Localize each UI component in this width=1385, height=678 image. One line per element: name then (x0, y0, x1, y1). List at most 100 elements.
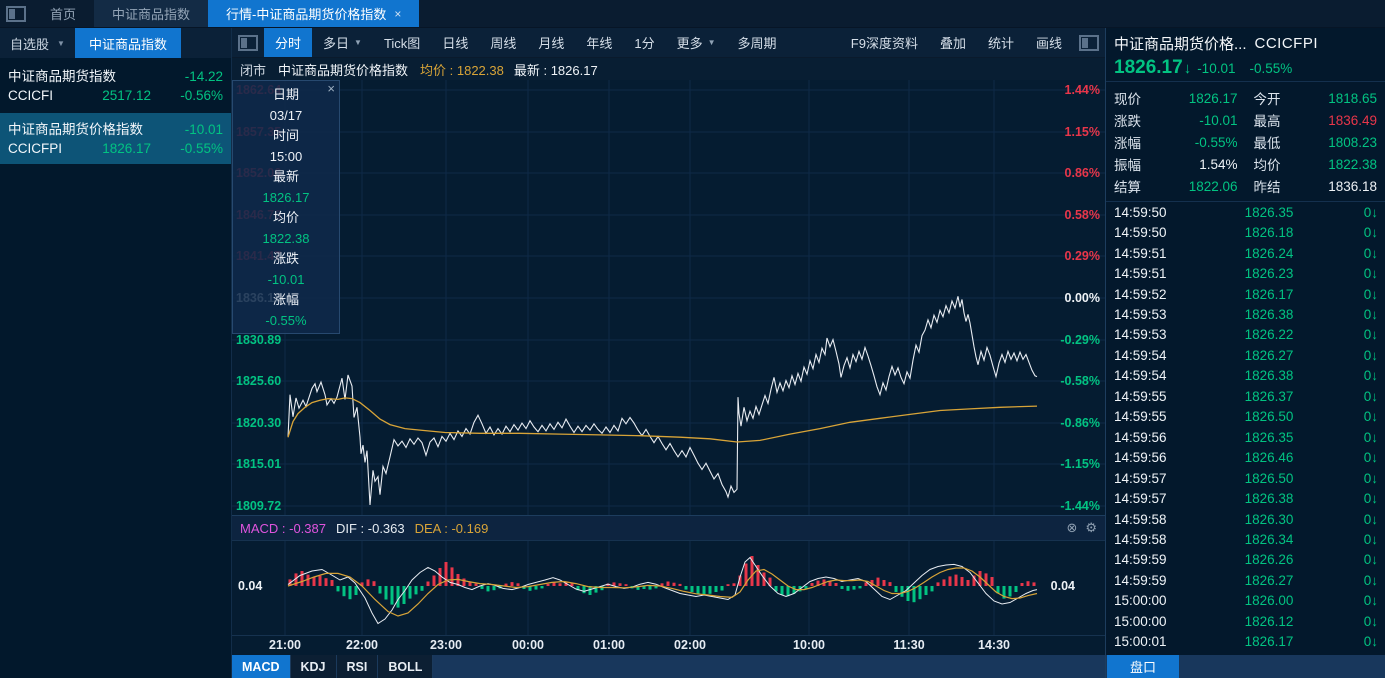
stat-value: 1822.06 (1188, 178, 1238, 194)
period-tab-多周期[interactable]: 多周期 (727, 28, 788, 57)
dea-value-label: DEA : -0.169 (414, 520, 489, 536)
tick-row[interactable]: 14:59:53 1826.22 0↓ (1106, 325, 1385, 345)
tick-price: 1826.35 (1244, 429, 1294, 445)
tooltip-field-label: 日期 (272, 87, 299, 102)
tooltip-close-icon[interactable]: × (327, 81, 335, 96)
tooltip-field-label: 涨幅 (272, 292, 299, 307)
stats-row: 结算 1822.06 昨结 1836.18 (1114, 175, 1377, 197)
tick-row[interactable]: 14:59:58 1826.30 0↓ (1106, 509, 1385, 529)
tick-trade-list[interactable]: 14:59:50 1826.35 0↓ 14:59:50 1826.18 0↓ 14:59:… (1106, 202, 1385, 652)
tick-row[interactable]: 14:59:54 1826.27 0↓ (1106, 345, 1385, 365)
intraday-chart[interactable]: 1862.641857.351852.061846.761841.471836.… (232, 80, 1105, 515)
tick-row[interactable]: 15:00:01 1826.17 0↓ (1106, 632, 1385, 652)
tick-volume-value: 0 (1363, 266, 1372, 282)
toolbar-action-叠加[interactable]: 叠加 (939, 36, 966, 51)
tick-row[interactable]: 14:59:50 1826.35 0↓ (1106, 202, 1385, 222)
stat-label: 最高 (1253, 114, 1281, 129)
tab-close-icon[interactable]: × (394, 6, 402, 21)
watchlist-item[interactable]: 中证商品期货价格指数 -10.01 CCICFPI 1826.17 -0.55% (0, 113, 231, 164)
time-axis-label: 02:00 (674, 638, 706, 652)
period-tab-label: 多周期 (737, 36, 777, 51)
tick-row[interactable]: 14:59:59 1826.26 0↓ (1106, 550, 1385, 570)
watchlist-group-dropdown[interactable]: 自选股 ▼ (0, 28, 75, 58)
tick-row[interactable]: 14:59:59 1826.27 0↓ (1106, 570, 1385, 590)
tick-volume-value: 0 (1363, 429, 1372, 445)
period-tab-周线[interactable]: 周线 (479, 28, 527, 57)
tick-volume: 0↓ (1344, 614, 1378, 629)
tooltip-fields: 日期 03/17 时间 15:00 最新 1826.17 均价 1822.38 涨跌 -10.01… (233, 85, 339, 331)
watchlist-item[interactable]: 中证商品期货指数 -14.22 CCICFI 2517.12 -0.56% (0, 60, 231, 111)
panel-toggle-icon[interactable] (238, 34, 258, 51)
tick-time: 14:59:54 (1114, 368, 1167, 384)
tick-row[interactable]: 14:59:58 1826.34 0↓ (1106, 529, 1385, 549)
macd-indicator-pane[interactable]: 0.04 0.04 (232, 541, 1105, 635)
period-tab-1分[interactable]: 1分 (623, 28, 665, 57)
tick-time: 14:59:52 (1114, 286, 1167, 302)
svg-text:1830.89: 1830.89 (236, 333, 281, 347)
tick-row[interactable]: 14:59:57 1826.38 0↓ (1106, 488, 1385, 508)
indicator-tab-KDJ[interactable]: KDJ (290, 655, 337, 678)
order-book-tab[interactable]: 盘口 (1107, 655, 1179, 678)
tick-row[interactable]: 14:59:53 1826.38 0↓ (1106, 304, 1385, 324)
tick-row[interactable]: 14:59:51 1826.23 0↓ (1106, 263, 1385, 283)
window-tab-2[interactable]: 中证商品指数 (94, 0, 209, 27)
tick-volume: 0↓ (1344, 348, 1378, 363)
macd-header-bar: MACD : -0.387 DIF : -0.363 DEA : -0.169 … (232, 515, 1105, 541)
tick-down-arrow-icon: ↓ (1371, 266, 1378, 282)
toolbar-action-画线[interactable]: 画线 (1035, 36, 1062, 51)
close-indicator-icon[interactable]: ⊗ (1066, 520, 1078, 535)
panel-toggle-right-icon[interactable] (1079, 34, 1099, 51)
tick-row[interactable]: 14:59:56 1826.46 0↓ (1106, 447, 1385, 467)
svg-text:0.29%: 0.29% (1065, 249, 1100, 263)
tooltip-field-label: 最新 (272, 169, 299, 184)
tick-row[interactable]: 14:59:51 1826.24 0↓ (1106, 243, 1385, 263)
tick-time: 14:59:54 (1114, 347, 1167, 363)
stat-label: 今开 (1253, 92, 1281, 107)
sidebar-toggle-icon[interactable] (6, 5, 26, 22)
period-tab-Tick图[interactable]: Tick图 (373, 28, 431, 57)
chart-status-bar: 闭市 中证商品期货价格指数 均价 : 1822.38 最新 : 1826.17 (232, 58, 1105, 80)
period-tab-分时[interactable]: 分时 (264, 28, 313, 57)
window-tab-3[interactable]: 行情-中证商品期货价格指数 × (208, 0, 420, 27)
toolbar-action-F9深度资料[interactable]: F9深度资料 (850, 36, 918, 51)
period-tab-月线[interactable]: 月线 (527, 28, 575, 57)
tick-row[interactable]: 14:59:57 1826.50 0↓ (1106, 468, 1385, 488)
tick-volume: 0↓ (1344, 573, 1378, 588)
tick-row[interactable]: 14:59:56 1826.35 0↓ (1106, 427, 1385, 447)
period-tab-多日[interactable]: 多日 ▼ (312, 28, 373, 57)
tick-row[interactable]: 14:59:52 1826.17 0↓ (1106, 284, 1385, 304)
tick-price: 1826.38 (1244, 491, 1294, 507)
tick-time: 14:59:53 (1114, 327, 1167, 343)
period-tab-年线[interactable]: 年线 (575, 28, 623, 57)
tick-price: 1826.26 (1244, 552, 1294, 568)
tick-volume-value: 0 (1363, 572, 1372, 588)
tick-price: 1826.17 (1244, 286, 1294, 302)
tick-row[interactable]: 14:59:55 1826.50 0↓ (1106, 407, 1385, 427)
tick-row[interactable]: 14:59:55 1826.37 0↓ (1106, 386, 1385, 406)
indicator-tab-MACD[interactable]: MACD (232, 655, 291, 678)
gear-icon[interactable]: ⚙ (1085, 520, 1097, 535)
tick-time: 15:00:00 (1114, 613, 1167, 629)
tick-down-arrow-icon: ↓ (1371, 368, 1378, 384)
window-tab-1[interactable]: 首页 (32, 0, 94, 27)
tick-row[interactable]: 14:59:54 1826.38 0↓ (1106, 366, 1385, 386)
tick-row[interactable]: 14:59:50 1826.18 0↓ (1106, 222, 1385, 242)
indicator-tab-RSI[interactable]: RSI (336, 655, 379, 678)
quote-price-row: 1826.17 ↓ -10.01 -0.55% (1106, 55, 1385, 82)
chart-crosshair-tooltip: × 日期 03/17 时间 15:00 最新 1826.17 均价 1822.38 涨跌 -10.… (232, 80, 340, 334)
tick-row[interactable]: 15:00:00 1826.12 0↓ (1106, 611, 1385, 631)
period-tab-更多[interactable]: 更多 ▼ (666, 28, 727, 57)
tick-volume: 0↓ (1344, 327, 1378, 342)
quote-change-pct: -0.55% (1249, 60, 1293, 76)
tick-down-arrow-icon: ↓ (1371, 327, 1378, 343)
tick-price: 1826.35 (1244, 204, 1294, 220)
indicator-tab-BOLL[interactable]: BOLL (378, 655, 434, 678)
tick-volume-value: 0 (1363, 593, 1372, 609)
tick-row[interactable]: 15:00:00 1826.00 0↓ (1106, 591, 1385, 611)
stat-label: 涨跌 (1114, 114, 1141, 129)
instrument-pct: -0.55% (180, 141, 223, 156)
toolbar-action-统计[interactable]: 统计 (987, 36, 1014, 51)
period-tab-日线[interactable]: 日线 (431, 28, 479, 57)
watchlist-group-tab[interactable]: 中证商品指数 (74, 28, 181, 58)
stat-label: 涨幅 (1114, 136, 1141, 151)
